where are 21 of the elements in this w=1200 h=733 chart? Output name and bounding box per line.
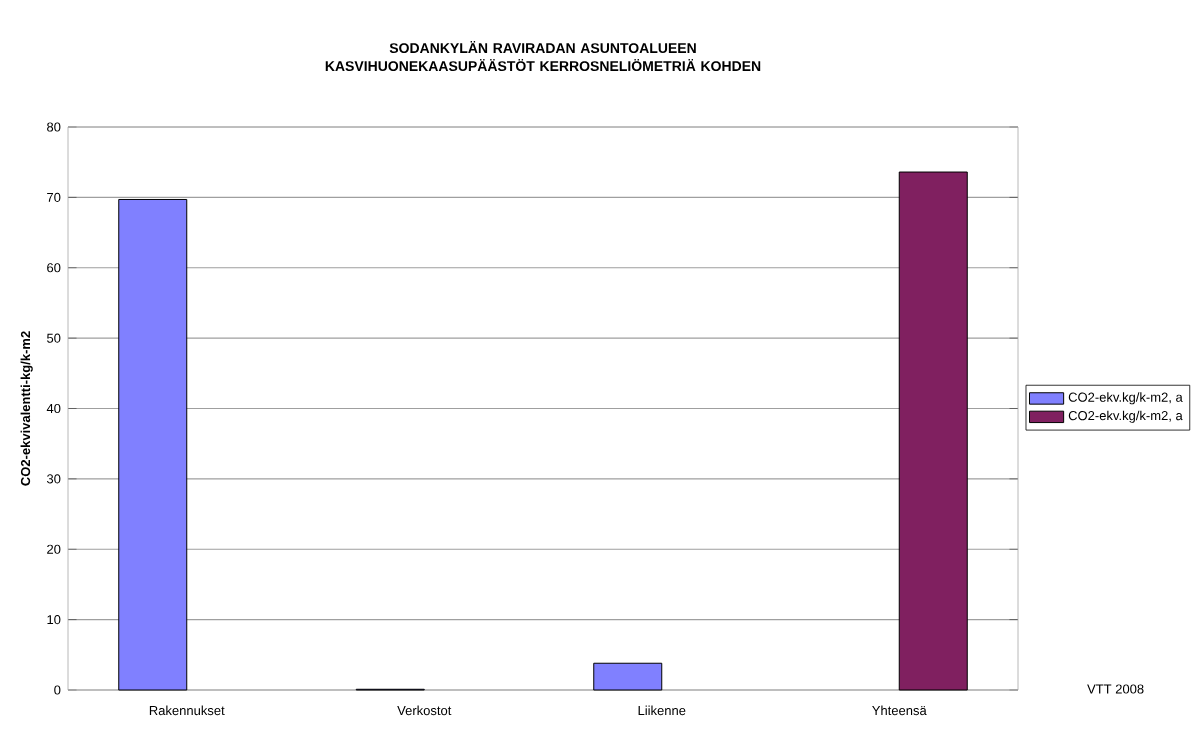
x-tick-label: Liikenne: [638, 705, 686, 716]
bar: [898, 171, 968, 691]
y-axis-title: CO2-ekvivalentti-kg/k-m2: [20, 331, 33, 486]
chart-title: SODANKYLÄN RAVIRADAN ASUNTOALUEEN KASVIHUONEKAASUPÄÄSTÖT KERROSNELIÖMETRIÄ KOHDEN: [325, 40, 761, 72]
x-tick-label: Verkostot: [397, 705, 452, 716]
y-tick-label: 0: [54, 685, 61, 695]
bar: [593, 662, 663, 691]
y-tick-label: 60: [47, 263, 61, 273]
y-tick-label: 30: [46, 474, 61, 484]
y-tick-label: 80: [47, 122, 61, 132]
y-tick-label: 10: [47, 615, 61, 625]
text: VTT 2008: [1087, 684, 1144, 694]
x-tick-label: Rakennukset: [149, 705, 225, 716]
bar: [118, 198, 188, 691]
y-tick-label: 70: [47, 192, 61, 202]
y-tick-label: 50: [47, 333, 61, 343]
y-tick-label: 40: [46, 403, 61, 414]
legend-label: CO2-ekv.kg/k-m2, a: [1068, 392, 1183, 405]
legend-label: CO2-ekv.kg/k-m2, a: [1068, 410, 1183, 423]
y-tick-label: 20: [47, 544, 61, 554]
x-tick-label: Yhteensä: [872, 705, 927, 716]
